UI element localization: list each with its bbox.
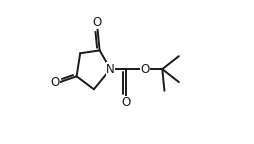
Text: O: O — [121, 96, 130, 109]
Text: O: O — [93, 16, 102, 29]
Text: O: O — [51, 76, 60, 89]
Text: O: O — [140, 63, 150, 76]
Text: N: N — [106, 63, 115, 76]
